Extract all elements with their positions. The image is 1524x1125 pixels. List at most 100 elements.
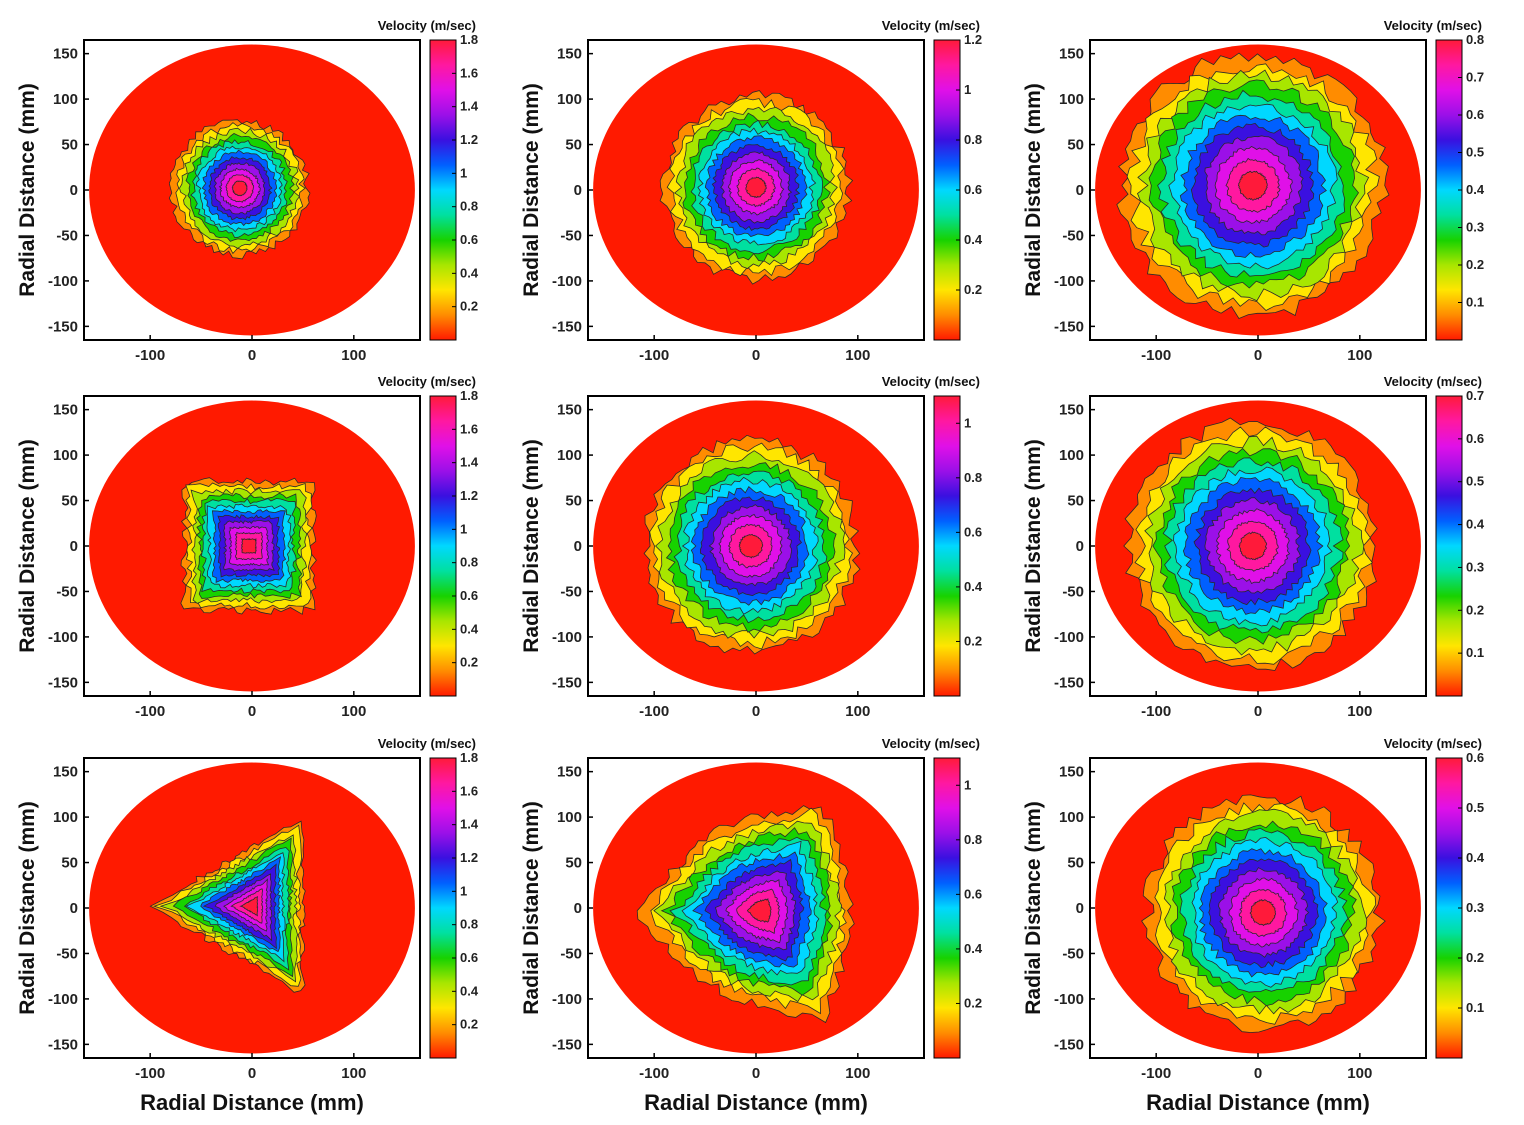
colorbar-tick-label: 0.8 <box>1466 32 1484 47</box>
x-tick-label: 0 <box>752 1065 760 1082</box>
colorbar-tick-label: 1.2 <box>460 488 478 503</box>
x-tick-label: 0 <box>248 703 256 720</box>
y-tick-label: 150 <box>53 764 78 781</box>
y-tick-label: -150 <box>1054 1036 1084 1053</box>
colorbar-tick-label: 0.2 <box>460 1017 478 1032</box>
y-tick-label: 150 <box>557 764 582 781</box>
colorbar-tick-label: 0.1 <box>1466 1000 1484 1015</box>
y-tick-label: -100 <box>1054 991 1084 1008</box>
y-tick-label: -150 <box>552 1036 582 1053</box>
y-tick-label: 100 <box>557 447 582 464</box>
colorbar-tick-label: 1 <box>460 521 467 536</box>
contour-level-12 <box>1238 531 1268 561</box>
colorbar-tick-label: 1.8 <box>460 388 478 403</box>
colorbar-tick-label: 1.6 <box>460 65 478 80</box>
x-tick-label: -100 <box>639 703 669 720</box>
colorbar-tick-label: 0.2 <box>460 299 478 314</box>
colorbar-title: Velocity (m/sec) <box>378 736 476 751</box>
y-tick-label: -150 <box>1054 318 1084 335</box>
x-tick-label: 0 <box>1254 703 1262 720</box>
y-tick-label: -50 <box>1062 227 1084 244</box>
y-tick-label: -100 <box>48 629 78 646</box>
colorbar-tick-label: 0.3 <box>1466 220 1484 235</box>
x-tick-label: -100 <box>1141 1065 1171 1082</box>
contour-level-12 <box>231 180 248 197</box>
y-axis-label: Radial Distance (mm) <box>520 439 543 653</box>
colorbar-gradient <box>933 395 961 697</box>
contour-level-12 <box>1237 170 1268 201</box>
colorbar-tick-label: 0.4 <box>1466 850 1485 865</box>
colorbar-tick-label: 0.6 <box>460 232 478 247</box>
contour-panel-9: 150 100 50 0 -50 -100 -150 -100 0 100 Radial Dista… <box>1022 736 1485 1115</box>
colorbar-tick-label: 1 <box>460 883 467 898</box>
y-tick-label: 0 <box>574 538 582 555</box>
contour-level-12 <box>738 533 764 559</box>
x-tick-label: 100 <box>845 703 870 720</box>
contour-level-12 <box>241 538 257 554</box>
y-tick-label: -50 <box>56 945 78 962</box>
colorbar-tick-label: 0.3 <box>1466 900 1484 915</box>
colorbar-tick-label: 0.3 <box>1466 559 1484 574</box>
y-tick-label: 50 <box>1067 855 1084 872</box>
colorbar-tick-label: 0.6 <box>460 588 478 603</box>
y-tick-label: 0 <box>70 182 78 199</box>
colorbar-tick-label: 1.4 <box>460 817 479 832</box>
x-tick-label: 0 <box>752 347 760 364</box>
y-tick-label: -50 <box>1062 945 1084 962</box>
y-tick-label: -50 <box>560 583 582 600</box>
y-tick-label: 100 <box>53 91 78 108</box>
colorbar-tick-label: 0.8 <box>460 555 478 570</box>
y-tick-label: 150 <box>1059 46 1084 63</box>
colorbar-tick-label: 0.1 <box>1466 645 1484 660</box>
colorbar-tick-label: 0.4 <box>964 579 983 594</box>
colorbar-title: Velocity (m/sec) <box>378 374 476 389</box>
colorbar-tick-label: 1 <box>460 165 467 180</box>
contour-panel-5: 150 100 50 0 -50 -100 -150 -100 0 100 Radial Dista… <box>520 374 983 720</box>
y-tick-label: -150 <box>48 318 78 335</box>
colorbar-tick-label: 1.4 <box>460 99 479 114</box>
x-tick-label: -100 <box>639 347 669 364</box>
x-tick-label: 0 <box>1254 1065 1262 1082</box>
colorbar-gradient <box>1435 395 1463 697</box>
colorbar-tick-label: 0.2 <box>1466 257 1484 272</box>
colorbar-tick-label: 0.2 <box>964 282 982 297</box>
colorbar-title: Velocity (m/sec) <box>1384 736 1482 751</box>
colorbar-tick-label: 0.5 <box>1466 800 1484 815</box>
colorbar-tick-label: 0.6 <box>964 182 982 197</box>
y-tick-label: -100 <box>1054 629 1084 646</box>
colorbar-tick-label: 0.7 <box>1466 70 1484 85</box>
colorbar-tick-label: 0.8 <box>964 832 982 847</box>
contour-panel-3: 150 100 50 0 -50 -100 -150 -100 0 100 Radial Dista… <box>1022 18 1485 364</box>
x-tick-label: -100 <box>135 1065 165 1082</box>
colorbar-tick-label: 1.2 <box>964 32 982 47</box>
x-axis-label: Radial Distance (mm) <box>1146 1090 1370 1115</box>
colorbar-gradient <box>1435 757 1463 1059</box>
y-tick-label: 100 <box>1059 91 1084 108</box>
y-tick-label: 150 <box>53 402 78 419</box>
x-tick-label: 0 <box>248 347 256 364</box>
colorbar-tick-label: 0.6 <box>1466 107 1484 122</box>
colorbar-tick-label: 1.2 <box>460 850 478 865</box>
y-tick-label: 100 <box>557 91 582 108</box>
y-tick-label: 50 <box>61 137 78 154</box>
y-tick-label: 50 <box>61 493 78 510</box>
colorbar-tick-label: 0.6 <box>1466 750 1484 765</box>
x-axis-label: Radial Distance (mm) <box>140 1090 364 1115</box>
y-tick-label: 150 <box>1059 402 1084 419</box>
colorbar-tick-label: 0.4 <box>1466 182 1485 197</box>
y-tick-label: 0 <box>70 900 78 917</box>
colorbar-gradient <box>933 39 961 341</box>
y-axis-label: Radial Distance (mm) <box>520 801 543 1015</box>
y-tick-label: -150 <box>48 674 78 691</box>
colorbar-title: Velocity (m/sec) <box>882 736 980 751</box>
colorbar-gradient <box>429 395 457 697</box>
y-tick-label: 100 <box>53 447 78 464</box>
y-tick-label: 100 <box>53 809 78 826</box>
y-tick-label: 50 <box>1067 493 1084 510</box>
contour-panel-8: 150 100 50 0 -50 -100 -150 -100 0 100 Radial Dista… <box>520 736 983 1115</box>
